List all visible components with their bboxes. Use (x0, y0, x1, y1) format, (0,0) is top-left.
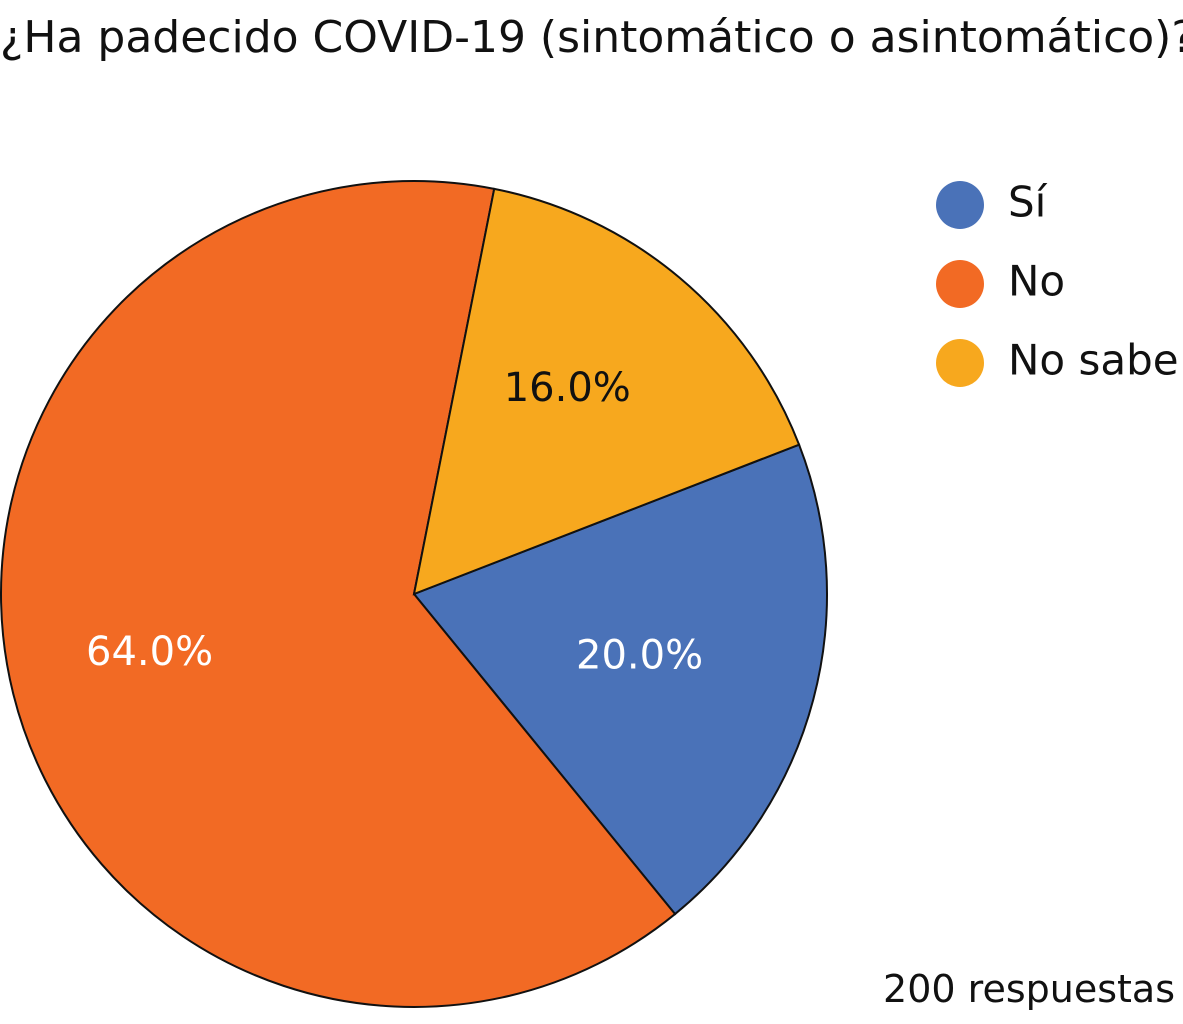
legend-swatch-1 (936, 260, 984, 308)
legend: Sí No No sabe (936, 178, 1179, 387)
chart-title: ¿Ha padecido COVID-19 (sintomático o asi… (0, 12, 1183, 63)
legend-label-0: Sí (1008, 178, 1048, 227)
pie-slices-group (0, 180, 828, 1008)
legend-label-1: No (1008, 257, 1065, 306)
slice-label-2: 16.0% (504, 365, 631, 411)
pie-slice-2 (412, 187, 801, 596)
slice-label-0: 20.0% (576, 632, 703, 678)
pie-slice-0 (412, 443, 828, 916)
pie-slice-1 (0, 180, 677, 1008)
legend-swatch-0 (936, 181, 984, 229)
legend-swatch-2 (936, 339, 984, 387)
slice-labels-group: 20.0% 64.0% 16.0% (86, 365, 703, 678)
legend-label-2: No sabe (1008, 336, 1179, 385)
slice-label-1: 64.0% (86, 629, 213, 675)
response-count: 200 respuestas (883, 967, 1175, 1011)
